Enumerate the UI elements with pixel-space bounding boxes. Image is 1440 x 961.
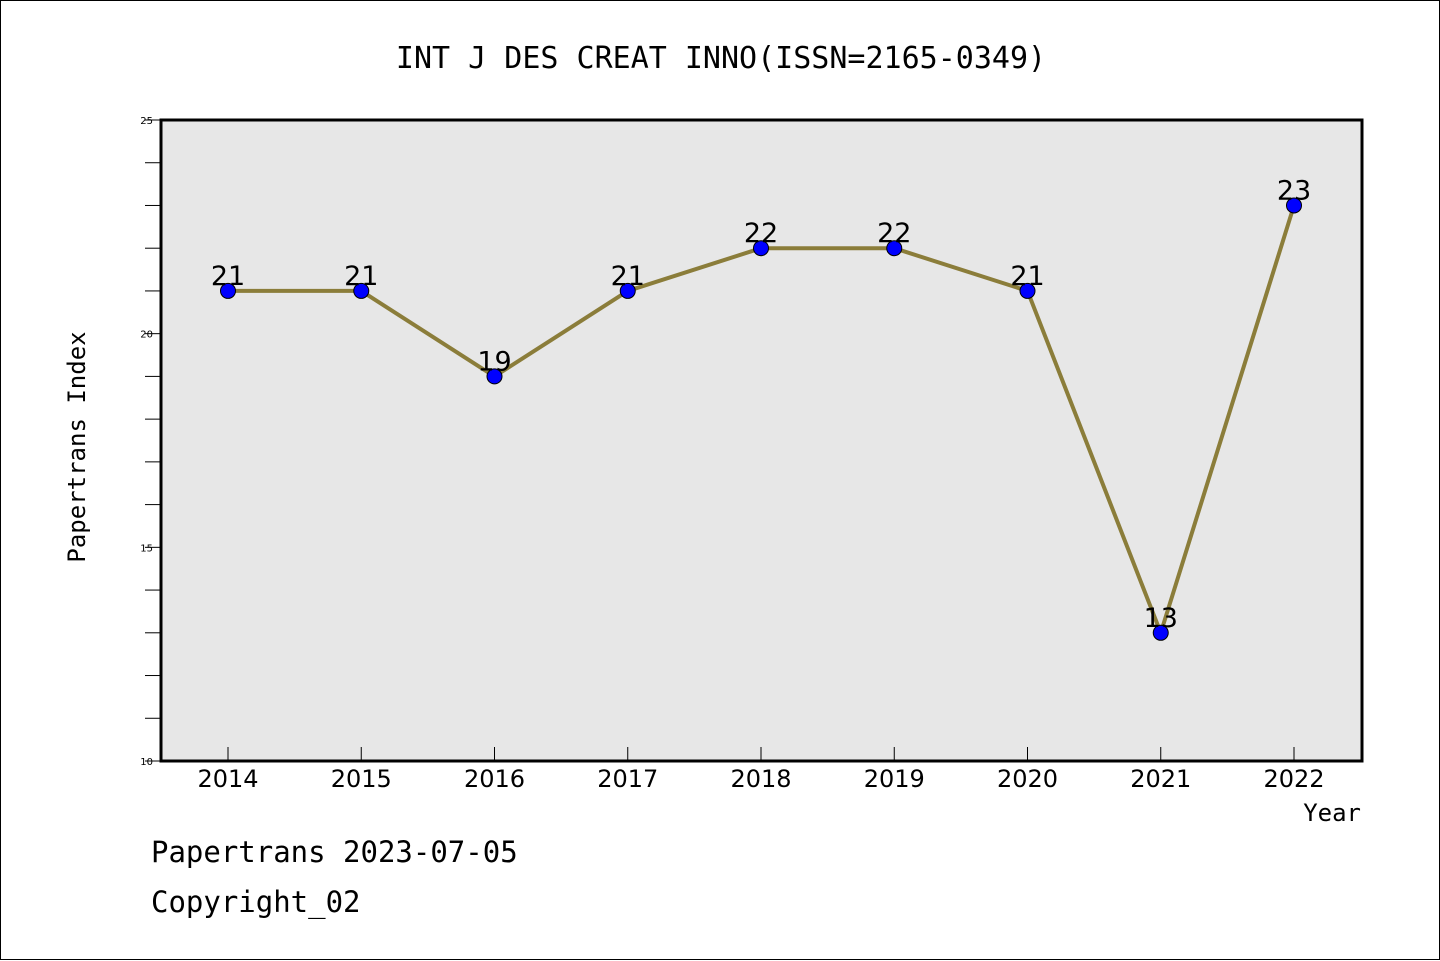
y-axis-label: Papertrans Index	[63, 331, 91, 562]
data-label: 23	[1277, 175, 1311, 206]
x-tick-label: 2022	[1263, 765, 1324, 793]
x-tick-label: 2020	[997, 765, 1058, 793]
y-tick-label: 20	[140, 330, 153, 341]
data-point	[753, 240, 769, 257]
data-label: 19	[477, 346, 511, 377]
y-axis: 10 15 20 25	[140, 116, 161, 768]
data-label: 22	[744, 218, 778, 249]
data-point	[486, 368, 503, 385]
x-tick-label: 2015	[331, 765, 392, 793]
y-tick-label: 15	[140, 543, 153, 554]
chart-title: INT J DES CREAT INNO(ISSN=2165-0349)	[396, 41, 1046, 76]
x-tick-label: 2021	[1130, 765, 1191, 793]
x-tick-label: 2017	[597, 765, 658, 793]
data-point	[886, 240, 903, 257]
data-label: 21	[611, 261, 645, 292]
x-tick-label: 2014	[197, 765, 258, 793]
data-label: 21	[344, 261, 378, 292]
x-axis-label: Year	[1303, 799, 1361, 827]
data-point	[1152, 624, 1169, 641]
x-tick-label: 2018	[730, 765, 791, 793]
x-tick-label: 2019	[864, 765, 925, 793]
footer-date: Papertrans 2023-07-05	[151, 835, 518, 869]
y-tick-label: 25	[140, 116, 153, 127]
data-point	[220, 282, 236, 299]
data-label: 21	[211, 261, 245, 292]
x-tick-label: 2016	[464, 765, 525, 793]
data-point	[353, 282, 370, 299]
data-label: 22	[877, 218, 911, 249]
plot-area	[159, 118, 1364, 763]
series-layer: 21 21 19 21 22 22 21 13 23	[211, 175, 1311, 641]
y-tick-label: 10	[140, 757, 153, 768]
data-label: 13	[1144, 603, 1178, 634]
data-point	[1286, 197, 1302, 214]
x-axis: 2014 2015 2016 2017 2018 2019 2020 2021 2022	[197, 747, 1325, 793]
data-label: 21	[1010, 261, 1044, 292]
footer-copyright: Copyright_02	[151, 885, 361, 919]
data-point	[1019, 282, 1036, 299]
data-point	[619, 282, 636, 299]
